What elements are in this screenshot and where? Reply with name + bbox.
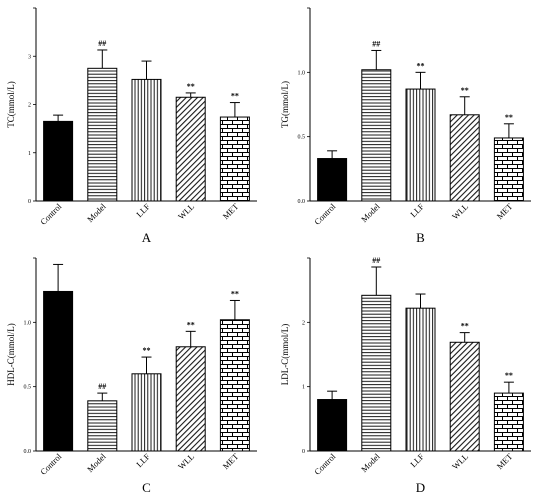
x-tick-label: Control bbox=[312, 451, 338, 477]
x-tick-label: Model bbox=[85, 201, 108, 224]
bar-llf bbox=[405, 307, 436, 452]
significance-label: ** bbox=[417, 61, 425, 70]
panel-caption: D bbox=[416, 480, 425, 495]
bar-control bbox=[43, 120, 74, 202]
x-tick-label: WLL bbox=[176, 201, 196, 221]
x-tick-label: MET bbox=[221, 201, 241, 221]
x-tick-label: Control bbox=[38, 201, 64, 227]
x-tick-label: WLL bbox=[176, 451, 196, 471]
y-tick-label: 1 bbox=[28, 151, 31, 157]
bar-model bbox=[361, 294, 392, 452]
significance-label: ** bbox=[461, 86, 469, 95]
bar-model bbox=[87, 67, 118, 202]
significance-label: ## bbox=[372, 256, 380, 265]
x-tick-label: LLF bbox=[134, 201, 152, 219]
y-tick-label: 0 bbox=[302, 449, 305, 455]
y-tick-label: 0.5 bbox=[298, 135, 306, 141]
bar-control bbox=[317, 399, 348, 452]
y-tick-label: 0.0 bbox=[298, 199, 306, 205]
x-tick-label: LLF bbox=[408, 201, 426, 219]
x-tick-label: Control bbox=[38, 451, 64, 477]
bar-control bbox=[43, 290, 74, 452]
significance-label: ** bbox=[505, 113, 513, 122]
bar-model bbox=[87, 400, 118, 452]
y-tick-label: 1.0 bbox=[24, 320, 32, 326]
bar-met bbox=[219, 319, 250, 452]
chart-panel-B: 0.0 0.5 1.0 TG(mmol/L) Control ## Model ** LLF **… bbox=[280, 7, 531, 245]
panel-caption: B bbox=[416, 230, 425, 245]
chart-panel-D: 0 1 2 LDL-C(mmol/L) Control ## Model LLF ** WLL **… bbox=[280, 256, 531, 495]
y-axis-label: TG(mmol/L) bbox=[280, 81, 290, 128]
bar-met bbox=[219, 116, 250, 202]
x-tick-label: WLL bbox=[450, 451, 470, 471]
bar-met bbox=[493, 392, 524, 452]
chart-panel-C: 0.0 0.5 1.0 HDL-C(mmol/L) Control ## Model ** LL… bbox=[6, 257, 257, 495]
bar-model bbox=[361, 69, 392, 202]
x-tick-label: MET bbox=[495, 451, 515, 471]
bar-wll bbox=[449, 114, 480, 202]
significance-label: ## bbox=[98, 39, 106, 48]
significance-label: ** bbox=[461, 322, 469, 331]
significance-label: ** bbox=[505, 371, 513, 380]
x-tick-label: MET bbox=[221, 451, 241, 471]
chart-panel-A: 0 1 2 3 TC(mmol/L) Control ## Model LLF ** WLL ** ME… bbox=[6, 7, 257, 245]
y-tick-label: 1 bbox=[302, 385, 305, 391]
bar-llf bbox=[405, 88, 436, 202]
bar-wll bbox=[175, 96, 206, 202]
y-tick-label: 0.5 bbox=[24, 385, 32, 391]
y-tick-label: 1.0 bbox=[298, 70, 306, 76]
y-tick-label: 2 bbox=[302, 320, 305, 326]
x-tick-label: MET bbox=[495, 201, 515, 221]
significance-label: ## bbox=[372, 39, 380, 48]
panel-caption: C bbox=[142, 480, 151, 495]
bar-wll bbox=[175, 346, 206, 452]
y-axis-label: HDL-C(mmol/L) bbox=[6, 323, 16, 386]
y-tick-label: 0 bbox=[28, 199, 31, 205]
significance-label: ** bbox=[187, 320, 195, 329]
y-tick-label: 0.0 bbox=[24, 449, 32, 455]
significance-label: ** bbox=[231, 92, 239, 101]
x-tick-label: Model bbox=[359, 201, 382, 224]
y-tick-label: 2 bbox=[28, 103, 31, 109]
y-axis-label: TC(mmol/L) bbox=[6, 81, 16, 128]
x-tick-label: WLL bbox=[450, 201, 470, 221]
significance-label: ** bbox=[231, 289, 239, 298]
bar-control bbox=[317, 158, 348, 202]
bar-met bbox=[493, 137, 524, 202]
panel-caption: A bbox=[142, 230, 152, 245]
significance-label: ** bbox=[143, 346, 151, 355]
x-tick-label: LLF bbox=[134, 451, 152, 469]
bar-llf bbox=[131, 373, 162, 452]
bar-llf bbox=[131, 78, 162, 202]
x-tick-label: Model bbox=[85, 451, 108, 474]
y-axis-label: LDL-C(mmol/L) bbox=[280, 324, 290, 386]
significance-label: ## bbox=[98, 382, 106, 391]
x-tick-label: Control bbox=[312, 201, 338, 227]
x-tick-label: Model bbox=[359, 451, 382, 474]
bar-wll bbox=[449, 341, 480, 452]
x-tick-label: LLF bbox=[408, 451, 426, 469]
y-tick-label: 3 bbox=[28, 54, 31, 60]
significance-label: ** bbox=[187, 82, 195, 91]
